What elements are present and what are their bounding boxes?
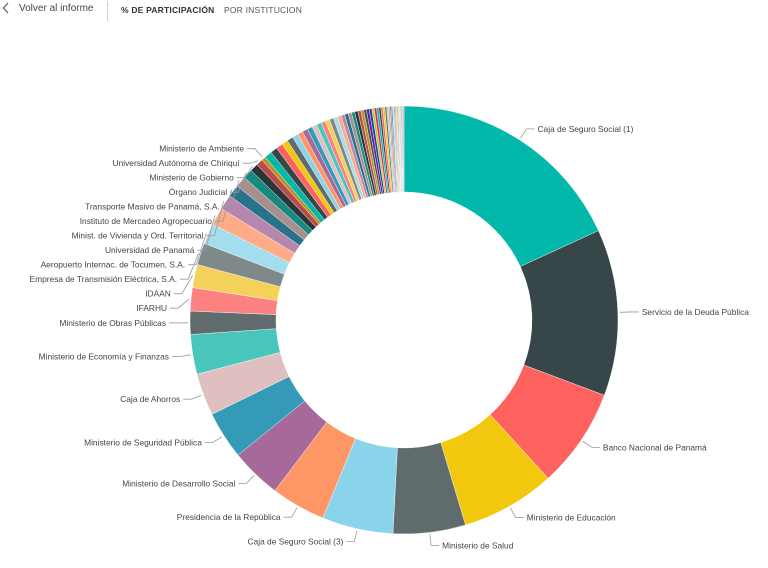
leader-line-9 (183, 394, 202, 400)
slice-label-15: Aeropuerto Internac. de Tocumen, S.A. (41, 260, 186, 270)
leader-line-14 (180, 253, 199, 280)
slice-other-49[interactable] (403, 105, 405, 193)
slice-labels: Caja de Seguro Social (1) Servicio de la … (30, 124, 750, 550)
leader-line-16 (197, 215, 216, 251)
leader-line-20 (230, 172, 247, 193)
slice-label-3: Ministerio de Educación (527, 513, 616, 523)
leader-line-4 (429, 534, 440, 546)
slice-label-16: Universidad de Panamá (105, 245, 195, 255)
slice-0[interactable] (403, 105, 599, 267)
back-label: Volver al informe (19, 2, 94, 14)
slice-label-22: Universidad Autónoma de Chiriquí (113, 158, 241, 168)
slice-label-17: Minist. de Vivienda y Ord. Territorial (72, 231, 204, 241)
tab-por-institucion[interactable]: POR INSTITUCION (224, 5, 303, 15)
tab-participacion[interactable]: % DE PARTICIPACIÓN (121, 5, 215, 15)
slice-label-5: Caja de Seguro Social (3) (248, 537, 344, 547)
toolbar-divider (107, 1, 108, 21)
leader-line-22 (242, 160, 259, 164)
slice-label-10: Ministerio de Economía y Finanzas (39, 352, 169, 362)
slice-label-19: Transporte Masivo de Panamá, S.A. (85, 202, 220, 212)
leader-line-10 (171, 354, 191, 357)
slice-label-12: IFARHU (136, 303, 167, 313)
slice-label-18: Instituto de Mercadeo Agropecuario (80, 216, 213, 226)
slice-label-0: Caja de Seguro Social (1) (538, 124, 634, 134)
slice-label-2: Banco Nacional de Panamá (603, 442, 707, 452)
leader-line-0 (520, 128, 535, 139)
slice-label-21: Ministerio de Gobierno (150, 173, 235, 183)
chevron-left-icon (2, 2, 9, 14)
slice-label-7: Ministerio de Desarrollo Social (122, 478, 235, 488)
leader-line-23 (247, 148, 263, 158)
leader-line-8 (204, 436, 223, 443)
leader-line-19 (222, 180, 240, 208)
leader-line-7 (238, 475, 255, 484)
slice-label-23: Ministerio de Ambiente (159, 144, 244, 154)
leader-line-12 (170, 298, 190, 309)
slice-label-9: Caja de Ahorros (120, 394, 180, 404)
leader-line-3 (510, 507, 524, 518)
leader-line-13 (173, 275, 193, 295)
slice-label-6: Presidencia de la República (177, 512, 281, 522)
leader-line-15 (188, 232, 207, 266)
leader-line-2 (582, 440, 600, 448)
leader-line-18 (214, 189, 233, 222)
slice-label-8: Ministerio de Seguridad Pública (84, 438, 202, 448)
slice-label-14: Empresa de Transmisión Eléctrica, S.A. (30, 274, 178, 284)
leader-line-5 (346, 530, 358, 542)
top-bar: Volver al informe % DE PARTICIPACIÓN POR… (0, 0, 768, 22)
leader-line-6 (283, 507, 298, 518)
slices (189, 105, 619, 535)
slice-label-13: IDAAN (145, 289, 171, 299)
slice-label-20: Órgano Judicial (169, 187, 227, 197)
back-button[interactable]: Volver al informe (2, 2, 93, 14)
leader-line-21 (236, 165, 253, 179)
slice-label-11: Ministerio de Obras Públicas (59, 318, 166, 328)
slice-label-4: Ministerio de Salud (442, 540, 514, 550)
slice-label-1: Servicio de la Deuda Pública (642, 307, 749, 317)
